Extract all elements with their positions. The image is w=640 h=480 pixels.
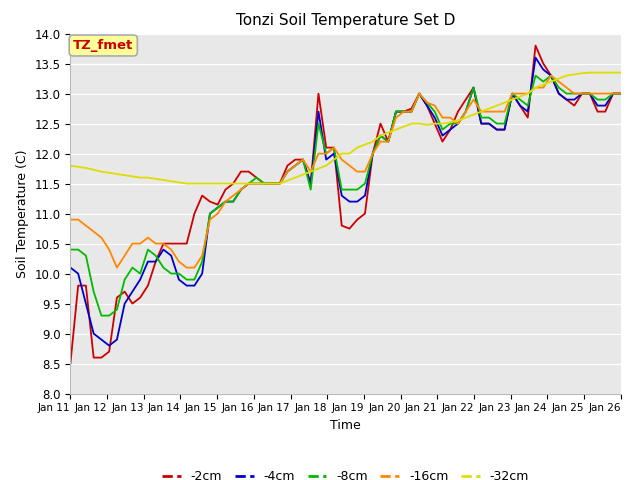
X-axis label: Time: Time <box>330 419 361 432</box>
Legend: -2cm, -4cm, -8cm, -16cm, -32cm: -2cm, -4cm, -8cm, -16cm, -32cm <box>157 465 534 480</box>
Text: TZ_fmet: TZ_fmet <box>73 39 133 52</box>
Title: Tonzi Soil Temperature Set D: Tonzi Soil Temperature Set D <box>236 13 455 28</box>
Y-axis label: Soil Temperature (C): Soil Temperature (C) <box>16 149 29 278</box>
